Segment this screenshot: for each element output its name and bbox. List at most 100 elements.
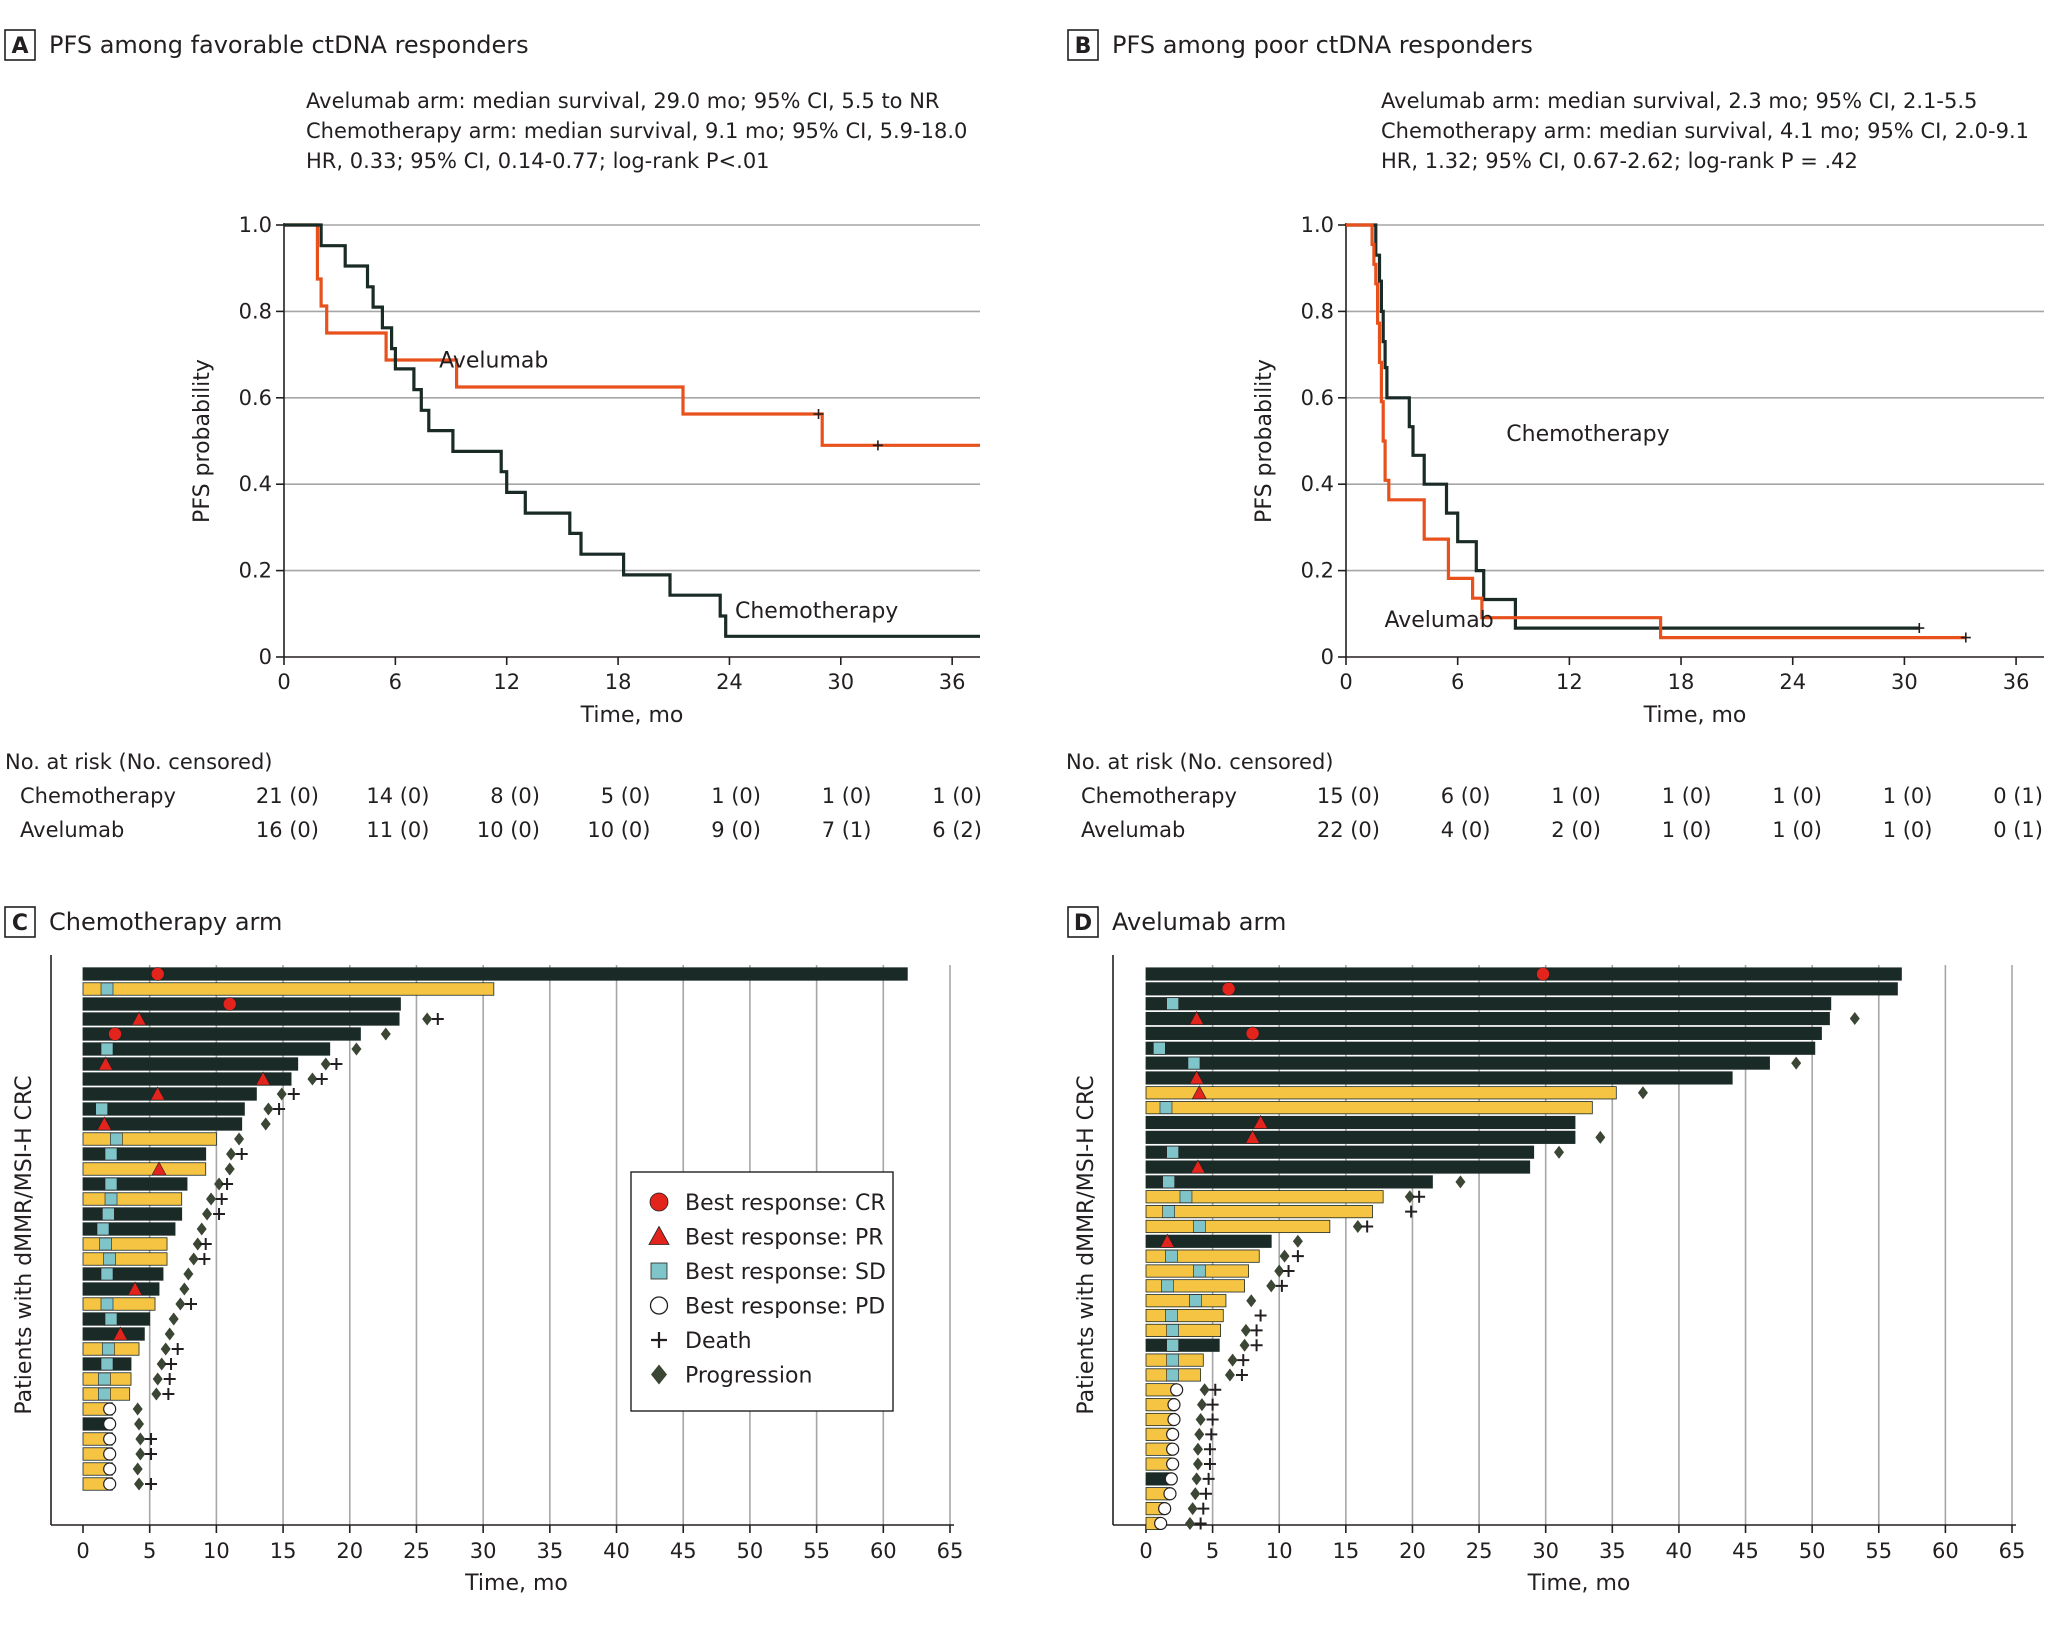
progression-marker [1266,1279,1277,1293]
progression-marker [1849,1012,1860,1026]
legend-swatch-death [651,1332,667,1348]
response-marker-pd [103,1402,117,1416]
risk-table-header: No. at risk (No. censored) [1066,750,1333,774]
death-marker [1197,1502,1210,1515]
response-marker-sd [1166,1338,1179,1352]
panel-letter-box [1067,906,1099,938]
legend-swatch-cr [649,1192,669,1212]
swimmer-panel-d: 0 5 10 15 20 25 30 35 40 45 50 55 60 65 Time, mo Patien… [1074,955,2025,1596]
response-marker-pr [150,1086,166,1101]
response-marker-sd [1166,1145,1179,1159]
risk-count: 1 (0) [1883,818,1933,842]
legend-label: Best response: PR [685,1226,884,1251]
progression-marker [134,1477,145,1491]
risk-count: 7 (1) [822,818,872,842]
risk-row-label: Chemotherapy [1081,784,1237,808]
legend-label: Progression [685,1364,812,1389]
km-subtitle-line: Chemotherapy arm: median survival, 4.1 m… [1381,119,2029,143]
response-marker-pr [98,1056,114,1071]
death-marker [162,1388,175,1400]
patient-bar [1145,1071,1733,1085]
risk-count: 1 (0) [1551,784,1601,808]
response-marker-sd [1166,1368,1179,1382]
patient-bar [82,1207,183,1221]
progression-marker [263,1102,274,1116]
risk-count: 22 (0) [1317,818,1380,842]
x-tick-label: 36 [939,670,966,694]
progression-marker [422,1012,433,1026]
x-tick-label: 55 [1865,1539,1892,1563]
death-marker [171,1343,184,1355]
progression-marker [206,1192,217,1206]
response-marker-pd [1163,1487,1177,1501]
legend-label: Best response: CR [685,1191,886,1216]
death-marker [1205,1428,1218,1441]
x-tick-label: 0 [1339,670,1352,694]
progression-marker [156,1357,167,1371]
x-tick-label: 15 [1332,1539,1359,1563]
progression-marker [260,1117,271,1131]
response-marker-pr [127,1281,143,1296]
response-marker-sd [1165,1249,1178,1263]
response-marker-pr [255,1071,271,1086]
risk-count: 1 (0) [932,784,982,808]
progression-marker [132,1402,143,1416]
legend-label: Best response: PD [685,1295,885,1320]
km-subtitle-line: HR, 0.33; 95% CI, 0.14-0.77; log-rank P<… [306,149,770,173]
km-panel-b: Avelumab arm: median survival, 2.3 mo; 9… [1066,89,2044,842]
progression-marker [380,1027,391,1041]
death-marker [315,1073,328,1085]
series-label-avelumab: Avelumab [439,349,548,374]
patient-bar [1145,1175,1433,1189]
response-marker-sd [96,1222,110,1236]
response-marker-pd [1166,1442,1180,1456]
response-marker-pr [112,1326,128,1341]
x-tick-label: 0 [277,670,290,694]
x-tick-label: 18 [605,670,632,694]
response-marker-sd [104,1177,118,1191]
patient-bar [1145,1086,1617,1100]
risk-count: 0 (1) [1993,784,2043,808]
y-tick-label: 0.4 [1301,472,1334,496]
response-marker-sd [1162,1175,1175,1189]
y-tick-label: 0.2 [1301,559,1334,583]
legend-swatch-pd [649,1296,669,1315]
patient-bar [82,1072,292,1086]
patient-bar [1145,1160,1531,1174]
progression-marker [1292,1234,1303,1248]
response-marker-sd [1179,1190,1193,1204]
death-marker [199,1238,212,1250]
response-marker-sd [1153,1041,1166,1055]
patient-bar [1145,967,1902,981]
death-marker [235,1148,248,1160]
death-marker [1361,1220,1374,1233]
censor-mark [813,409,824,419]
response-marker-pd [1170,1383,1184,1397]
response-marker-pd [1167,1412,1181,1427]
x-axis-title: Time, mo [580,703,684,728]
progression-marker [234,1132,245,1146]
legend-label: Best response: SD [685,1260,886,1285]
progression-marker [320,1057,331,1071]
patient-bar [82,1177,188,1191]
response-marker-sd [1166,1324,1179,1337]
progression-marker [1595,1130,1606,1144]
response-marker-sd [98,1387,111,1401]
response-marker-pr [1189,1070,1205,1085]
x-axis-title: Time, mo [1643,703,1747,728]
death-marker [1194,1517,1207,1530]
patient-bar [82,1012,400,1026]
response-marker-sd [1166,1353,1179,1367]
progression-marker [132,1462,143,1476]
legend-swatch-pr [648,1225,670,1245]
patient-bar [82,1192,183,1206]
response-marker-pr [151,1161,167,1176]
response-marker-sd [98,1372,111,1386]
death-marker [1203,1458,1216,1471]
response-marker-cr [222,997,237,1011]
patient-bar [82,1237,168,1251]
patient-bar [82,1087,257,1101]
death-marker [1405,1205,1418,1218]
response-marker-pd [103,1462,117,1476]
x-tick-label: 50 [737,1539,764,1563]
